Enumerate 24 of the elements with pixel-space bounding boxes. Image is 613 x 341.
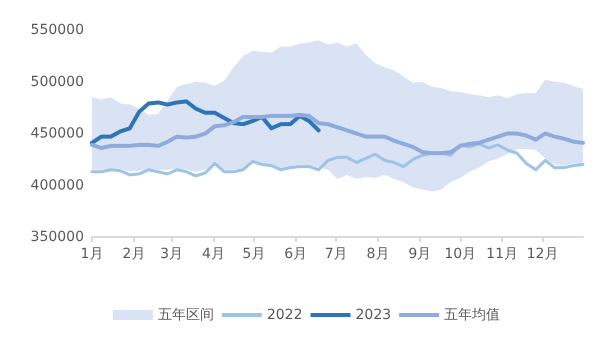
x-tick-label: 3月 [160, 246, 184, 262]
legend-label: 五年区间 [158, 307, 214, 323]
line-series [90, 142, 584, 178]
x-tick-label: 10月 [444, 246, 476, 262]
x-tick-label: 1月 [80, 246, 104, 262]
x-tick-label: 5月 [242, 246, 266, 262]
x-tick-label: 8月 [366, 246, 390, 262]
y-tick-label: 400000 [30, 177, 84, 194]
x-tick-label: 12月 [526, 246, 558, 262]
y-tick-label: 350000 [30, 229, 84, 245]
x-tick-label: 7月 [324, 246, 348, 262]
x-tick-label: 4月 [202, 246, 225, 262]
y-tick-label: 500000 [30, 74, 84, 90]
legend-label: 2023 [356, 307, 392, 323]
legend-label: 五年均值 [444, 307, 500, 323]
legend-label: 2022 [266, 307, 303, 323]
x-tick-label: 11月 [486, 246, 518, 262]
x-tick-label: 9月 [408, 246, 432, 262]
x-tick-label: 6月 [284, 246, 308, 262]
x-tick-label: 2月 [122, 246, 146, 262]
y-tick-label: 550000 [30, 22, 84, 38]
line-series [90, 112, 585, 156]
y-tick-label: 450000 [30, 126, 84, 142]
line-series [90, 99, 321, 145]
